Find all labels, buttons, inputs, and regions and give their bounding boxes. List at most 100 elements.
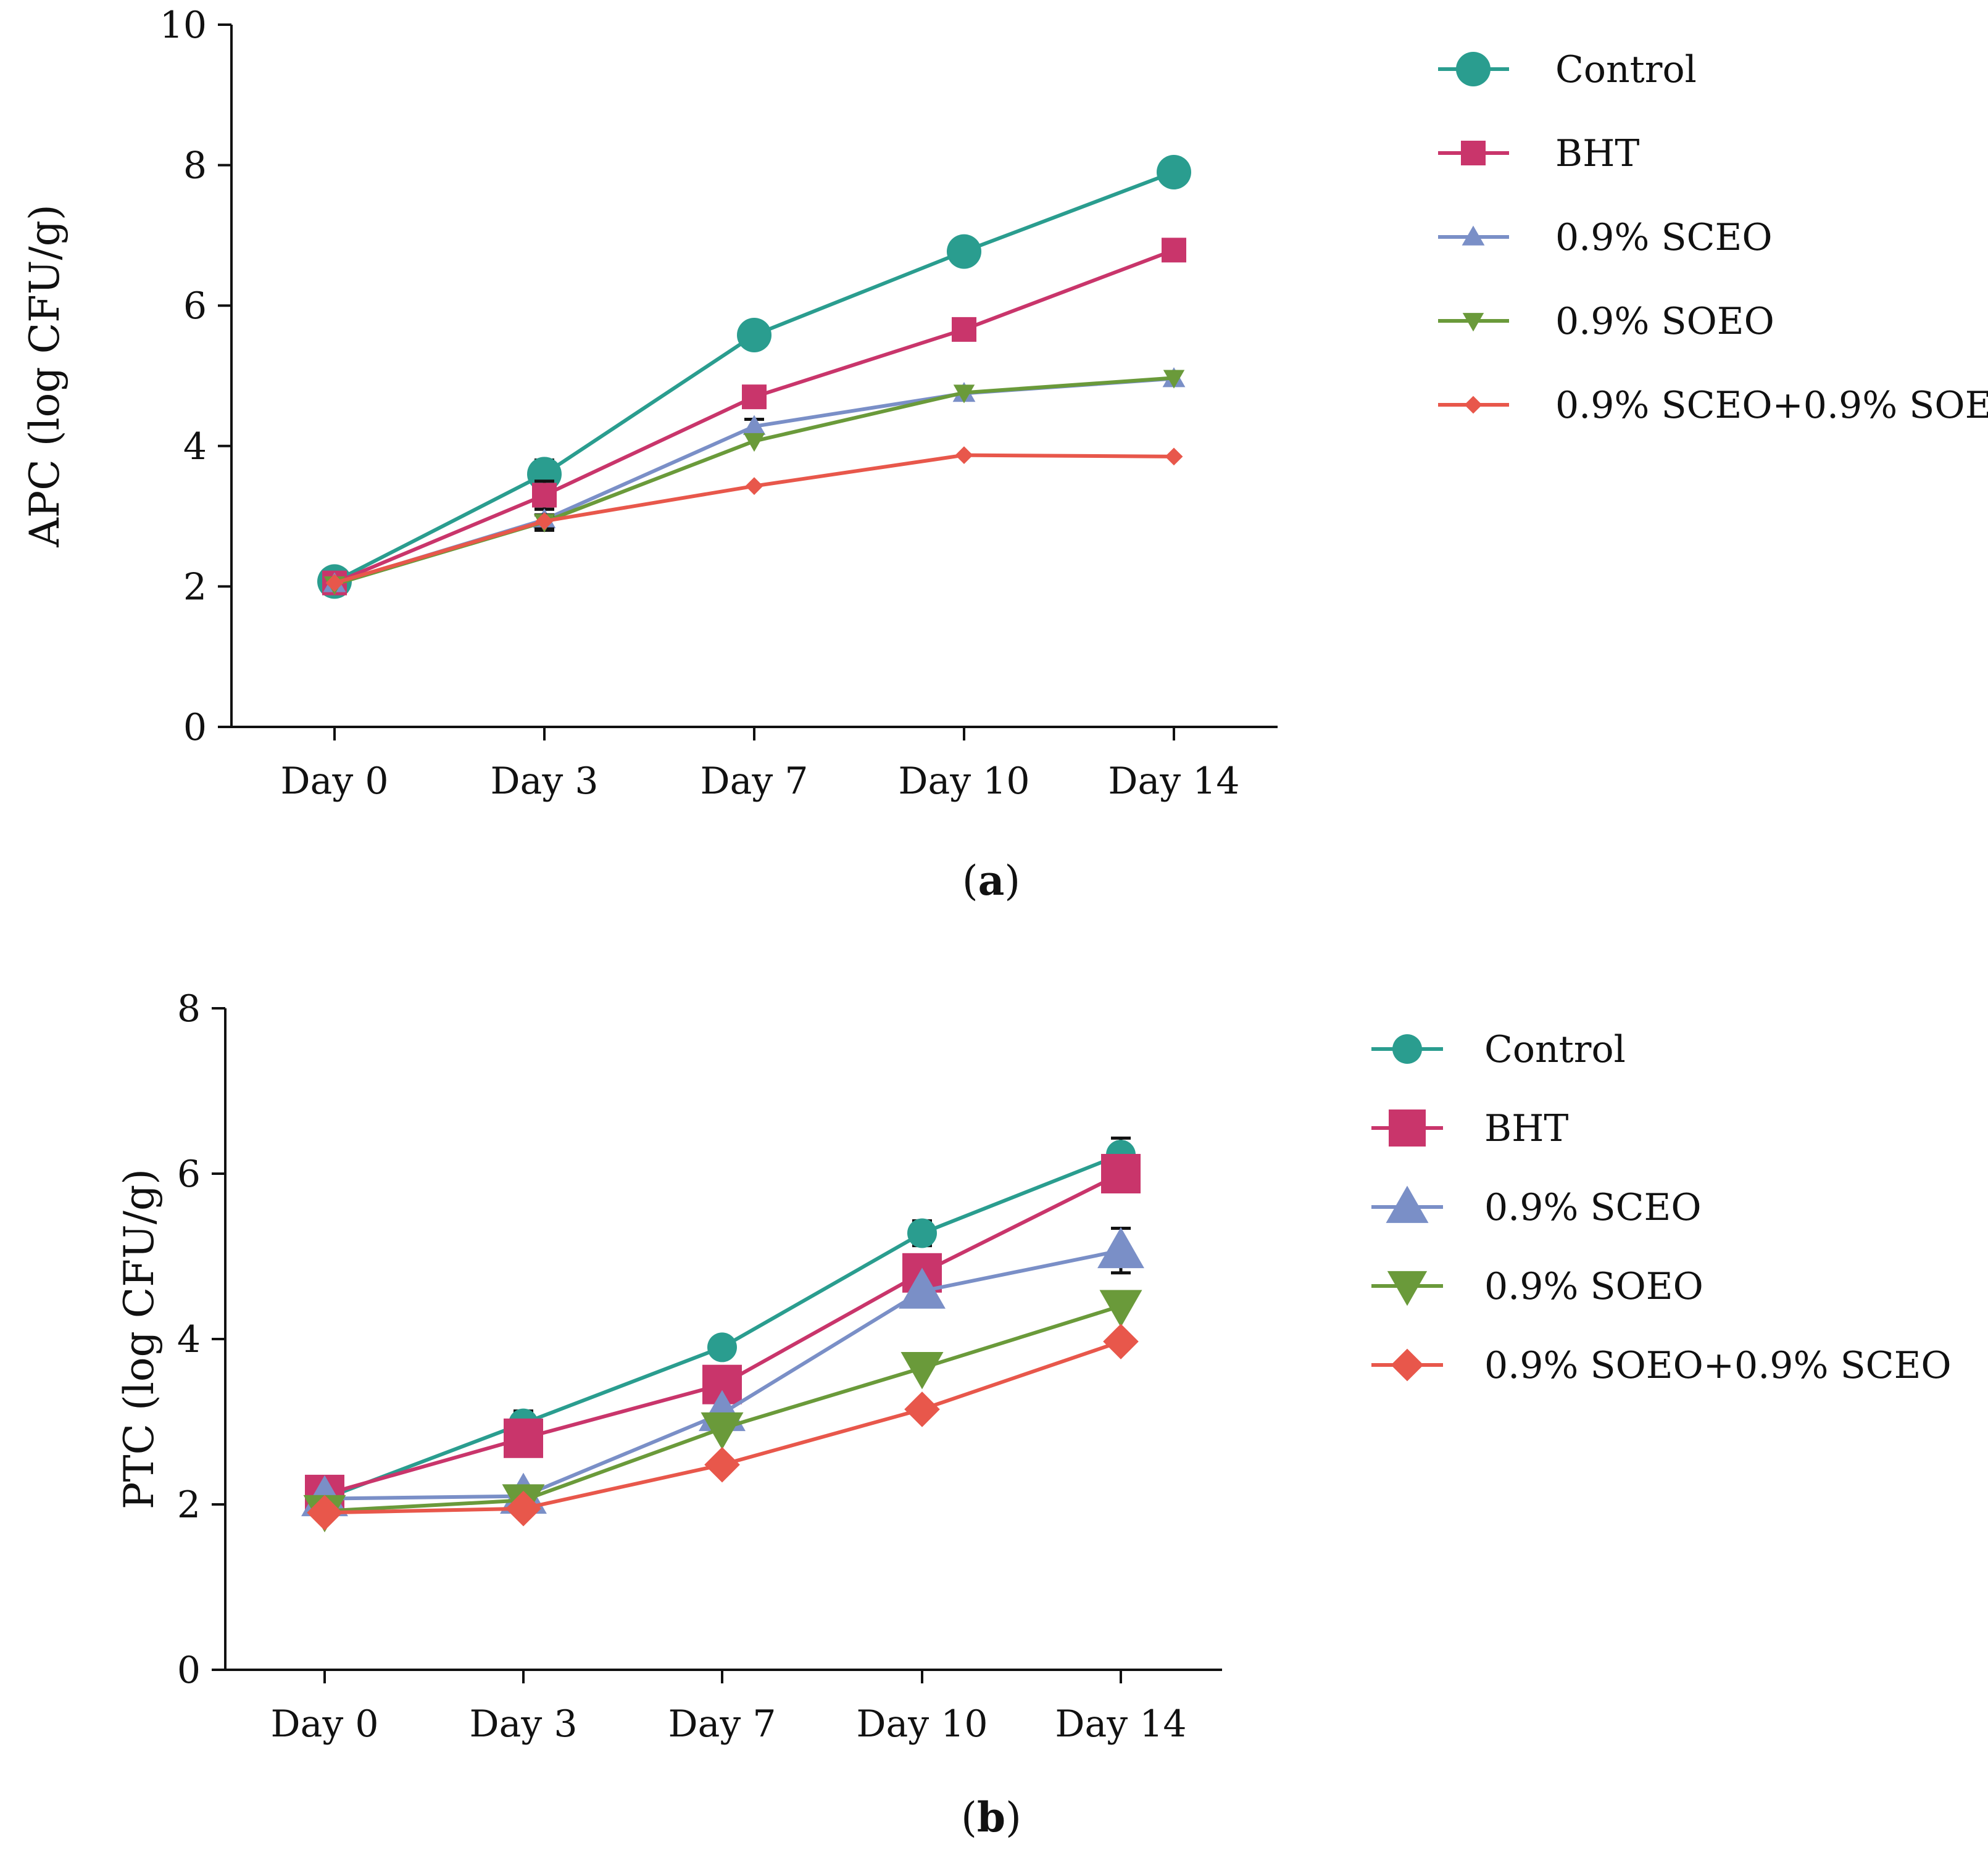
panel-label-close: ): [1005, 1794, 1021, 1841]
legend-label: 0.9% SCEO: [1484, 1186, 1702, 1229]
data-point: [953, 384, 975, 404]
y-tick-label: 8: [183, 144, 207, 188]
y-tick-label: 4: [177, 1318, 201, 1361]
legend-label: 0.9% SOEO+0.9% SCEO: [1484, 1344, 1952, 1387]
panel-label-open: (: [961, 1794, 977, 1841]
data-point: [1165, 447, 1183, 466]
legend-label: 0.9% SOEO: [1555, 300, 1774, 343]
legend-entry-bht: BHT: [1438, 132, 1639, 175]
legend-entry-bht: BHT: [1371, 1107, 1568, 1150]
data-point: [504, 1418, 543, 1458]
y-axis-title: APC (log CFU/g): [21, 204, 69, 548]
data-point: [1157, 154, 1191, 189]
y-tick-label: 2: [183, 565, 207, 608]
legend-entry-0-9-soeo-0-9-sceo: 0.9% SOEO+0.9% SCEO: [1371, 1344, 1952, 1387]
legend-marker: [1461, 141, 1486, 165]
x-tick-label: Day 14: [1055, 1702, 1186, 1746]
data-point: [743, 433, 765, 452]
data-point: [904, 1391, 940, 1427]
legend-marker: [1464, 396, 1483, 414]
legend-entry-0-9-soeo: 0.9% SOEO: [1438, 300, 1774, 343]
chart-panel-a: 0 2 4 6 8 10 Day 0 Day 3 Day 7 Day 10 Day 14 APC (l…: [21, 4, 1988, 905]
y-tick-label: 0: [183, 706, 207, 749]
x-tick-label: Day 7: [668, 1702, 776, 1746]
legend-entry-0-9-sceo: 0.9% SCEO: [1371, 1185, 1702, 1229]
legend-marker: [1462, 313, 1484, 332]
legend-label: BHT: [1555, 132, 1639, 175]
data-point: [505, 1490, 541, 1527]
series-control: [317, 154, 1191, 599]
series-0-9-sceo-0-9-soeo: [325, 446, 1183, 592]
legend-entry-0-9-sceo-0-9-soeo: 0.9% SCEO+0.9% SOEO: [1438, 384, 1988, 427]
data-point: [742, 415, 766, 435]
data-point: [907, 1218, 937, 1248]
legend: Control BHT 0.9% SCEO 0.9% SOEO 0.9% SOEO+0.…: [1371, 1028, 1952, 1387]
legend-entry-0-9-sceo: 0.9% SCEO: [1438, 216, 1773, 259]
data-point: [737, 317, 771, 352]
x-tick-label: Day 3: [490, 760, 598, 803]
y-tick-label: 10: [160, 4, 207, 47]
data-point: [1101, 1154, 1141, 1193]
series-line: [333, 170, 1175, 584]
legend-label: 0.9% SOEO: [1484, 1265, 1703, 1308]
y-axis-title: PTC (log CFU/g): [115, 1169, 163, 1509]
legend-marker: [1391, 1348, 1424, 1382]
data-point: [947, 234, 981, 269]
data-point: [900, 1352, 944, 1390]
data-point: [955, 446, 973, 464]
panel-label-letter: b: [977, 1793, 1005, 1841]
data-point: [527, 457, 562, 492]
data-point: [532, 483, 557, 508]
legend-label: 0.9% SCEO: [1555, 216, 1773, 259]
y-tick-label: 0: [177, 1649, 201, 1692]
data-point: [704, 1446, 740, 1483]
data-point: [1099, 1290, 1142, 1327]
legend-marker: [1389, 1109, 1426, 1147]
data-point: [707, 1332, 737, 1362]
legend-marker: [1392, 1034, 1422, 1064]
data-point: [1162, 238, 1186, 263]
legend-marker: [1387, 1271, 1428, 1306]
panel-label: (a): [962, 856, 1020, 905]
data-point: [701, 1412, 744, 1450]
legend-entry-0-9-soeo: 0.9% SOEO: [1371, 1265, 1703, 1308]
y-tick-label: 4: [183, 425, 207, 468]
x-tick-label: Day 0: [270, 1702, 378, 1746]
legend-marker: [1456, 52, 1491, 86]
legend-entry-control: Control: [1438, 48, 1697, 91]
y-tick-label: 6: [183, 284, 207, 328]
series-bht: [305, 1154, 1141, 1514]
panel-label-open: (: [962, 857, 978, 905]
legend: Control BHT 0.9% SCEO 0.9% SOEO 0.9% SCEO+0.…: [1438, 48, 1988, 427]
panel-label-letter: a: [978, 856, 1005, 905]
y-tick-label: 6: [177, 1153, 201, 1196]
data-point: [742, 384, 767, 410]
y-tick-label: 8: [177, 987, 201, 1031]
legend-label: BHT: [1484, 1107, 1568, 1150]
data-point: [307, 1495, 343, 1531]
legend-label: Control: [1555, 48, 1697, 91]
x-tick-label: Day 3: [469, 1702, 577, 1746]
data-point: [325, 574, 344, 592]
data-point: [1097, 1227, 1144, 1269]
panel-label: (b): [961, 1793, 1021, 1841]
x-tick-label: Day 7: [700, 760, 808, 803]
legend-marker: [1462, 225, 1485, 246]
x-tick-label: Day 0: [280, 760, 388, 803]
panel-label-close: ): [1004, 857, 1020, 905]
chart-panel-b: 0 2 4 6 8 Day 0 Day 3 Day 7 Day 10 Day 14 PTC (log…: [115, 987, 1952, 1841]
legend-label: Control: [1484, 1028, 1626, 1071]
data-point: [1103, 1324, 1139, 1359]
series-0-9-soeo-0-9-sceo: [307, 1324, 1139, 1531]
x-tick-label: Day 14: [1108, 760, 1239, 803]
y-tick-label: 2: [177, 1483, 201, 1527]
data-point: [535, 512, 554, 530]
data-point: [1163, 370, 1185, 389]
legend-label: 0.9% SCEO+0.9% SOEO: [1555, 384, 1988, 427]
data-point: [952, 317, 976, 342]
data-point: [745, 477, 763, 496]
x-tick-label: Day 10: [856, 1702, 988, 1746]
legend-marker: [1386, 1185, 1429, 1223]
legend-entry-control: Control: [1371, 1028, 1626, 1071]
